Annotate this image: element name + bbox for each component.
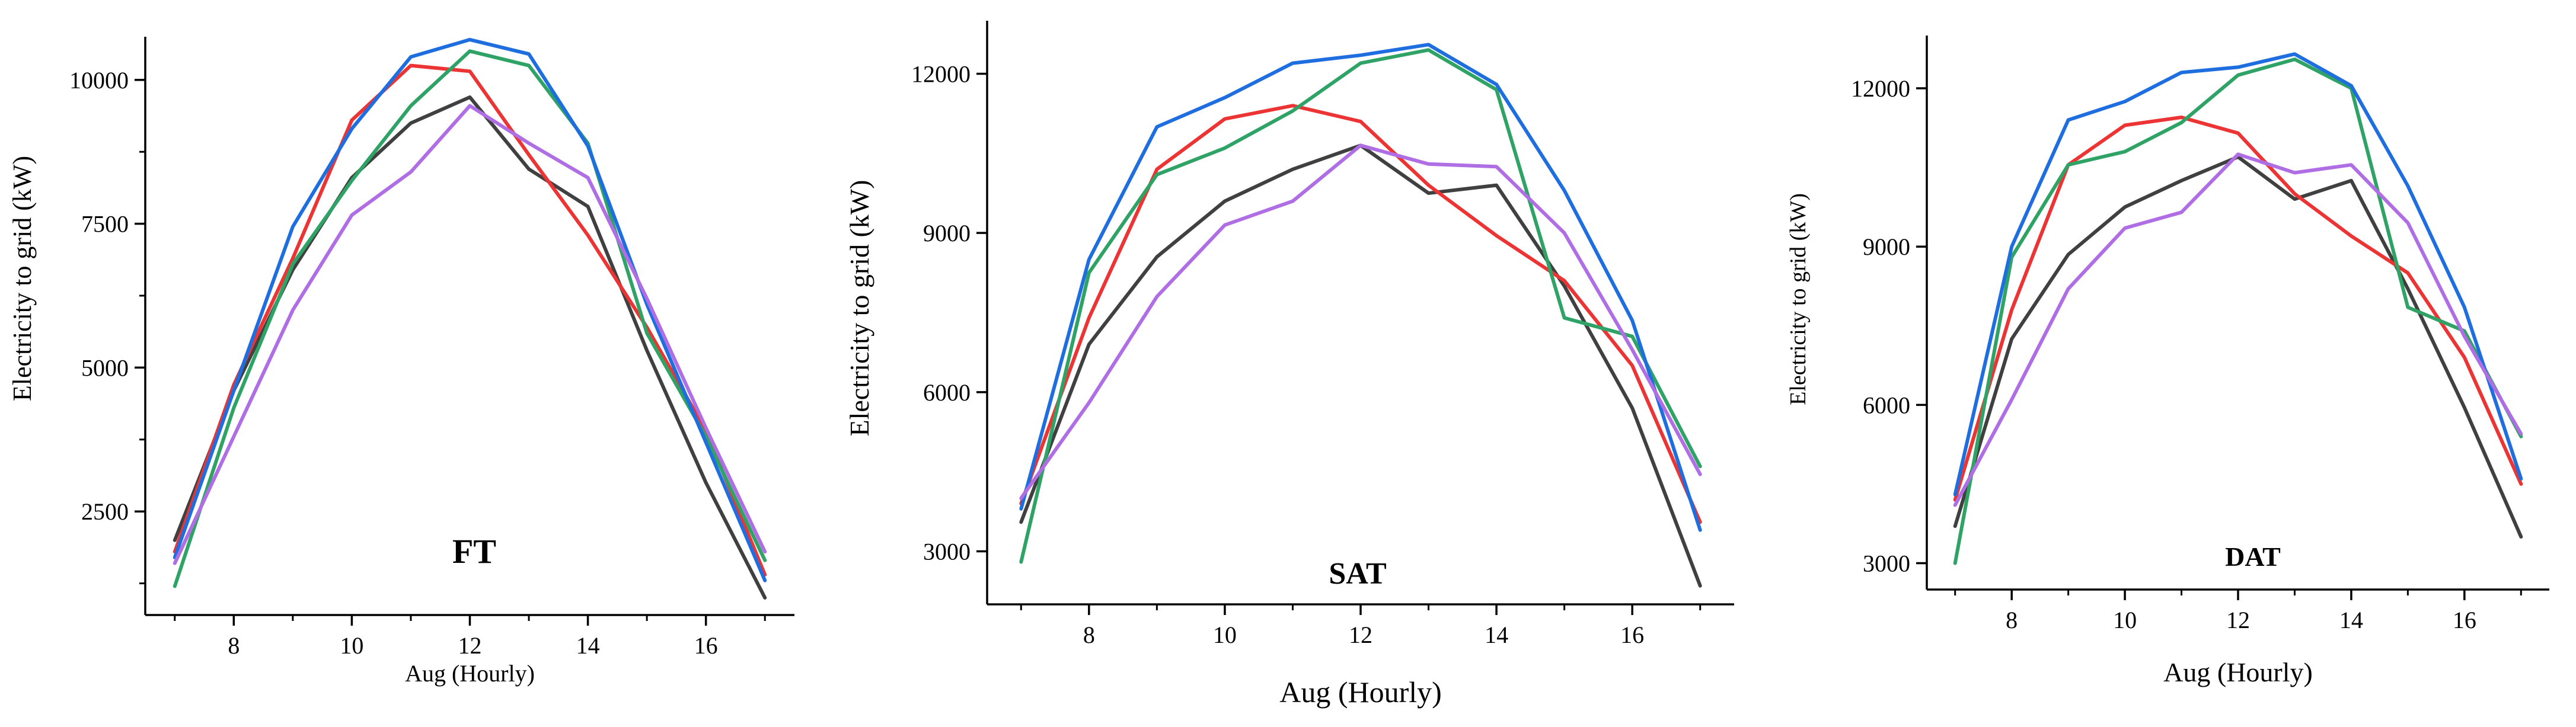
y-tick-label: 10000: [69, 67, 129, 94]
y-tick-label: 6000: [1863, 392, 1910, 418]
y-tick-label: 12000: [911, 61, 971, 88]
y-tick-label: 9000: [923, 220, 971, 246]
x-tick-label: 14: [576, 632, 600, 659]
series-line-gray: [1953, 155, 2523, 539]
series-line-purple: [1953, 152, 2523, 507]
panel-label: SAT: [1329, 557, 1386, 591]
y-tick-label: 5000: [81, 354, 129, 381]
x-tick-label: 12: [1349, 622, 1372, 648]
y-axis-title: Electricity to grid (kW): [844, 180, 874, 436]
series-line-gray: [1019, 143, 1702, 588]
x-tick-label: 8: [1083, 622, 1095, 648]
panel-sat: 8 10 12 14 16 3000 6000 9000 12000 Aug (Hourly) El…: [844, 21, 1734, 709]
series-line-blue: [173, 37, 767, 582]
series-line-green: [1953, 57, 2523, 565]
series-line-purple: [1019, 143, 1702, 500]
x-axis-title: Aug (Hourly): [405, 660, 535, 687]
y-tick-label: 9000: [1863, 233, 1910, 260]
y-tick-label: 6000: [923, 379, 971, 406]
y-tick-label: 2500: [81, 498, 129, 525]
series-line-red: [173, 63, 767, 577]
x-tick-label: 10: [1213, 622, 1237, 648]
panel-label: FT: [452, 532, 496, 571]
series-line-blue: [1953, 52, 2523, 497]
panel-label: DAT: [2225, 542, 2281, 572]
panel-ft: 8 10 12 14 16 2500 5000 7500 10000 Aug (Hourly) El…: [8, 37, 794, 687]
x-tick-label: 16: [2453, 607, 2476, 633]
x-tick-label: 8: [2006, 607, 2018, 633]
x-tick-label: 16: [1620, 622, 1644, 648]
y-tick-label: 7500: [81, 211, 129, 238]
x-tick-label: 12: [458, 632, 482, 659]
x-tick-label: 16: [694, 632, 718, 659]
x-tick-label: 10: [340, 632, 363, 659]
y-axis-title: Electricity to grid (kW): [8, 156, 37, 401]
y-tick-label: 3000: [1863, 550, 1910, 577]
x-tick-label: 8: [228, 632, 240, 659]
x-axis-title: Aug (Hourly): [2163, 657, 2313, 687]
panel-dat: 8 10 12 14 16 3000 6000 9000 12000 Aug (Hourly) El…: [1786, 36, 2549, 687]
series-line-green: [1019, 48, 1702, 564]
x-axis-title: Aug (Hourly): [1279, 675, 1442, 709]
x-tick-label: 14: [1485, 622, 1508, 648]
x-tick-label: 14: [2339, 607, 2363, 633]
x-tick-label: 12: [2226, 607, 2250, 633]
series-line-gray: [173, 95, 767, 600]
series-line-blue: [1019, 43, 1702, 532]
series-line-green: [173, 49, 767, 588]
series-line-purple: [173, 104, 767, 565]
y-tick-label: 3000: [923, 538, 971, 565]
y-tick-label: 12000: [1851, 75, 1910, 102]
series-line-red: [1953, 116, 2523, 502]
x-tick-label: 10: [2113, 607, 2137, 633]
series-line-red: [1019, 104, 1702, 524]
y-axis-title: Electricity to grid (kW): [1786, 193, 1811, 405]
